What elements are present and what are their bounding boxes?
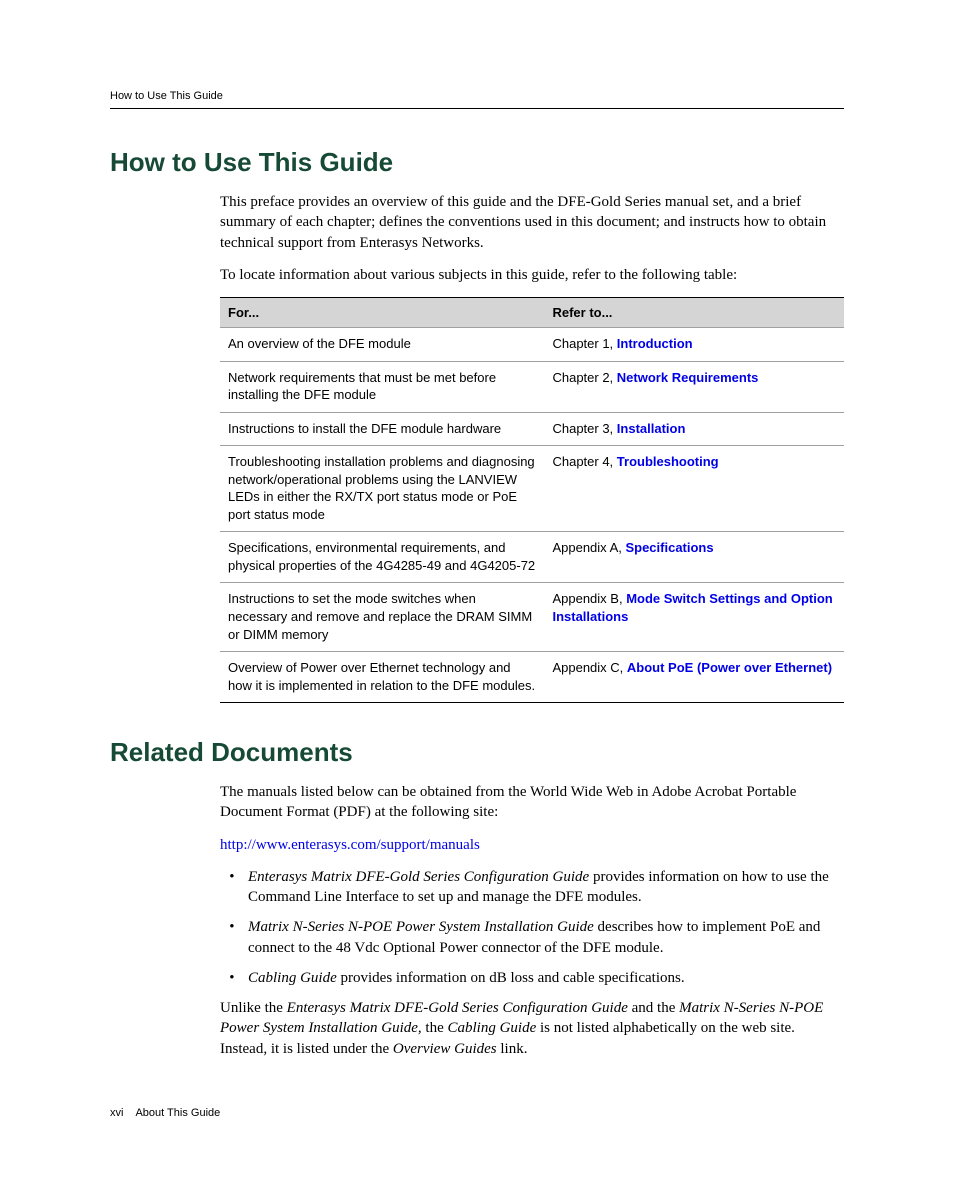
table-row: Troubleshooting installation problems an… [220, 446, 844, 532]
section-related-documents-title: Related Documents [110, 737, 844, 768]
link-support-manuals[interactable]: http://www.enterasys.com/support/manuals [220, 837, 480, 853]
section2-note: Unlike the Enterasys Matrix DFE-Gold Ser… [220, 998, 844, 1059]
page-footer: xvi About This Guide [110, 1107, 844, 1119]
table-header-refer: Refer to... [544, 298, 844, 328]
section1-para1: This preface provides an overview of thi… [220, 192, 844, 253]
table-cell-refer: Chapter 2, Network Requirements [544, 361, 844, 412]
page-number: xvi [110, 1107, 123, 1119]
link-troubleshooting[interactable]: Troubleshooting [617, 454, 719, 469]
section1-para2: To locate information about various subj… [220, 265, 844, 285]
table-cell-refer: Appendix B, Mode Switch Settings and Opt… [544, 583, 844, 652]
table-row: Specifications, environmental requiremen… [220, 532, 844, 583]
table-cell-for: Specifications, environmental requiremen… [220, 532, 544, 583]
link-about-poe[interactable]: About PoE (Power over Ethernet) [627, 660, 832, 675]
table-cell-refer: Chapter 4, Troubleshooting [544, 446, 844, 532]
table-cell-for: Troubleshooting installation problems an… [220, 446, 544, 532]
table-header-for: For... [220, 298, 544, 328]
link-introduction[interactable]: Introduction [617, 336, 693, 351]
table-row: Network requirements that must be met be… [220, 361, 844, 412]
footer-label: About This Guide [135, 1107, 220, 1119]
link-installation[interactable]: Installation [617, 421, 686, 436]
table-cell-refer: Appendix A, Specifications [544, 532, 844, 583]
table-row: An overview of the DFE module Chapter 1,… [220, 328, 844, 362]
table-cell-for: Network requirements that must be met be… [220, 361, 544, 412]
section2-para1: The manuals listed below can be obtained… [220, 782, 844, 823]
reference-table: For... Refer to... An overview of the DF… [220, 297, 844, 703]
table-cell-for: Overview of Power over Ethernet technolo… [220, 652, 544, 703]
list-item: Matrix N-Series N-POE Power System Insta… [242, 917, 844, 958]
link-specifications[interactable]: Specifications [625, 540, 713, 555]
link-network-requirements[interactable]: Network Requirements [617, 370, 759, 385]
list-item: Cabling Guide provides information on dB… [242, 968, 844, 988]
table-cell-for: Instructions to set the mode switches wh… [220, 583, 544, 652]
table-row: Instructions to install the DFE module h… [220, 412, 844, 446]
running-header: How to Use This Guide [110, 90, 844, 109]
section-how-to-use-title: How to Use This Guide [110, 147, 844, 178]
table-cell-for: An overview of the DFE module [220, 328, 544, 362]
table-row: Instructions to set the mode switches wh… [220, 583, 844, 652]
list-item: Enterasys Matrix DFE-Gold Series Configu… [242, 867, 844, 908]
table-cell-refer: Chapter 3, Installation [544, 412, 844, 446]
table-row: Overview of Power over Ethernet technolo… [220, 652, 844, 703]
related-docs-list: Enterasys Matrix DFE-Gold Series Configu… [220, 867, 844, 988]
table-cell-refer: Chapter 1, Introduction [544, 328, 844, 362]
table-cell-refer: Appendix C, About PoE (Power over Ethern… [544, 652, 844, 703]
table-cell-for: Instructions to install the DFE module h… [220, 412, 544, 446]
